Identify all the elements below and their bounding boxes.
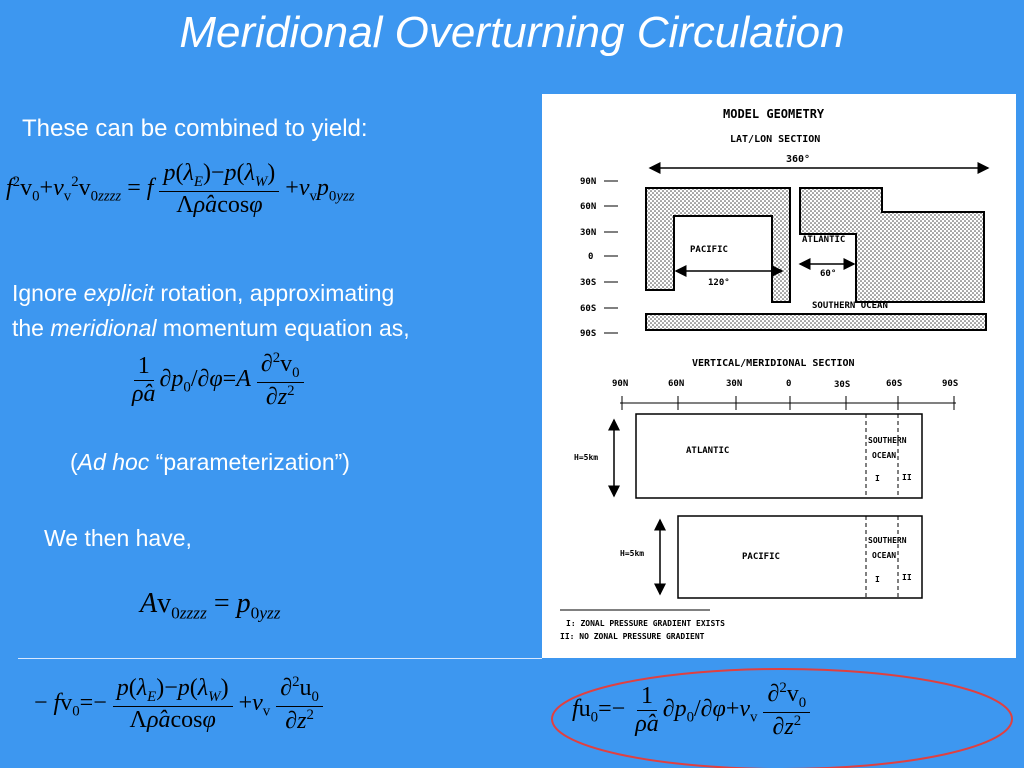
lat-tick: 60S [580,304,596,314]
equation-momentum: 1 ρ̂a ∂p0/∂φ=A ∂2v0 ∂z2 [128,350,304,411]
lat-tick: 0 [588,252,593,262]
vertical-title: VERTICAL/MERIDIONAL SECTION [692,358,855,369]
ocean-label: OCEAN [872,451,896,460]
vm-tick: 0 [786,379,791,389]
page-title: Meridional Overturning Circulation [179,8,845,57]
then-text: We then have, [44,525,192,551]
lat-tick: 30N [580,228,596,238]
equation-combined: f2v0+νv2v0zzzz = f p(λE)−p(λW) Λρ̂acosφ +… [6,160,355,218]
roman-one-2: I [875,575,880,584]
southern-label-2: SOUTHERN [868,536,907,545]
vm-tick: 30S [834,380,850,390]
box-pacific-label: PACIFIC [742,552,780,562]
lat-tick: 90N [580,177,596,187]
southern-ocean-label: SOUTHERN OCEAN [812,301,888,311]
combined-text: These can be combined to yield: [22,115,368,142]
h5km-label-2: H=5km [620,549,644,558]
lat-tick: 30S [580,278,596,288]
h5km-label: H=5km [574,453,598,462]
deg120-label: 120° [708,278,730,288]
ocean-label-2: OCEAN [872,551,896,560]
diagram-title: MODEL GEOMETRY [723,107,825,121]
pacific-label: PACIFIC [690,245,728,255]
lat-tick: 90S [580,329,596,339]
vm-tick: 60S [886,379,902,389]
vm-tick: 90S [942,379,958,389]
lat-tick: 60N [580,202,596,212]
model-geometry-figure: MODEL GEOMETRY LAT/LON SECTION 360° 90N … [542,94,1016,658]
roman-one: I [875,474,880,483]
roman-two: II [902,473,912,482]
atlantic-label: ATLANTIC [802,235,845,245]
ignore-text: Ignore explicit rotation, approximating … [12,280,410,341]
latlon-label: LAT/LON SECTION [730,134,820,145]
divider [18,658,542,659]
equation-result: Av0zzzz = p0yzz [140,588,281,623]
box-atlantic-label: ATLANTIC [686,446,729,456]
roman-two-2: II [902,573,912,582]
vm-tick: 30N [726,379,742,389]
equation-bottom-left: − fv0=− p(λE)−p(λW) Λρ̂acosφ +νv ∂2u0 ∂z2 [34,674,323,735]
legend-one: I: ZONAL PRESSURE GRADIENT EXISTS [566,619,725,628]
vm-tick: 90N [612,379,628,389]
legend-two: II: NO ZONAL PRESSURE GRADIENT [560,632,705,641]
deg60-label: 60° [820,269,836,279]
southern-label: SOUTHERN [868,436,907,445]
adhoc-text: (Ad hoc “parameterization”) [70,449,350,475]
deg360-label: 360° [786,154,810,165]
equation-bottom-right: fu0=− 1 ρ̂a ∂p0/∂φ+νv ∂2v0 ∂z2 [572,680,811,741]
highlight-ellipse [551,668,1013,768]
vm-tick: 60N [668,379,684,389]
